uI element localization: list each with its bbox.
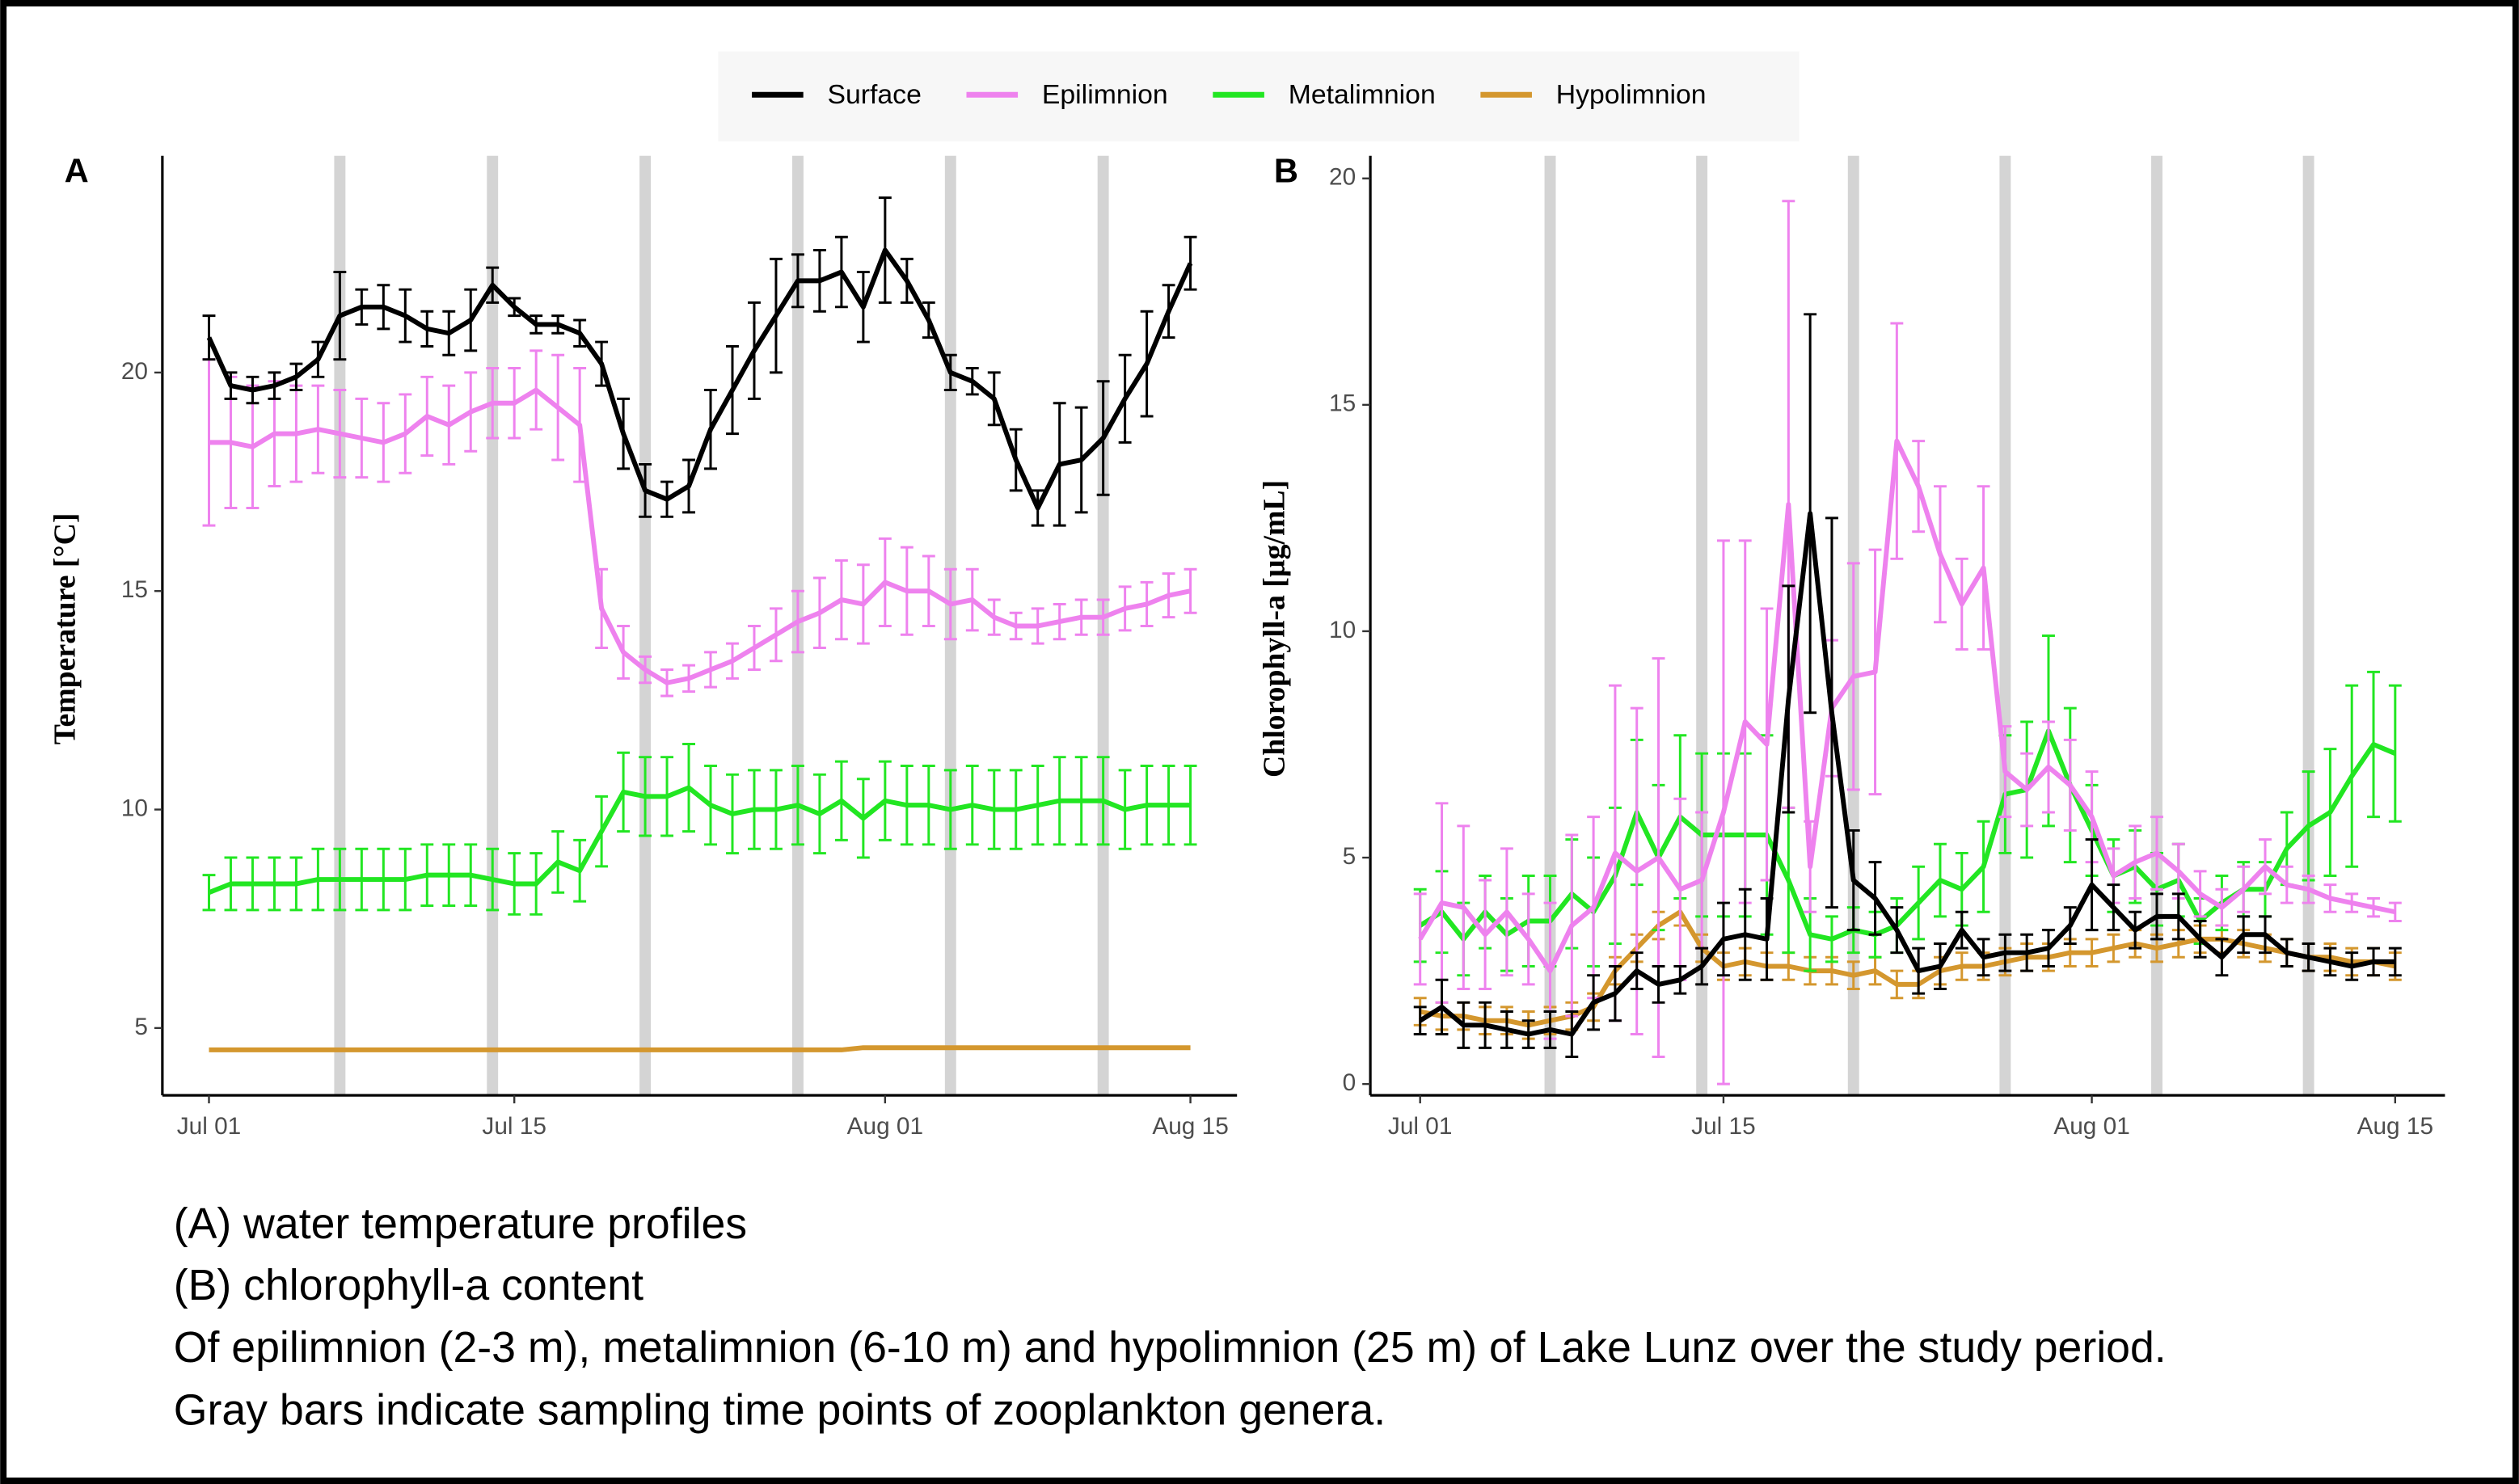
sampling-bar xyxy=(1696,155,1708,1096)
panel-label: A xyxy=(65,152,89,190)
x-tick-label: Jul 01 xyxy=(177,1113,242,1140)
y-tick-label: 15 xyxy=(1329,390,1356,417)
sampling-bar xyxy=(1544,155,1556,1096)
caption-line: Of epilimnion (2-3 m), metalimnion (6-10… xyxy=(174,1323,2167,1372)
panel-label: B xyxy=(1274,152,1298,190)
series-line xyxy=(1419,511,2395,1037)
legend-label: Metalimnion xyxy=(1289,79,1436,110)
legend-label: Surface xyxy=(827,79,921,110)
error-bar xyxy=(1413,1005,1427,1036)
error-bar xyxy=(2388,684,2402,823)
x-tick-label: Aug 01 xyxy=(847,1113,923,1140)
x-tick-label: Aug 01 xyxy=(2053,1113,2129,1140)
sampling-bar xyxy=(1999,155,2011,1096)
y-tick-label: 5 xyxy=(1343,843,1357,870)
series-line xyxy=(208,785,1191,896)
error-bar xyxy=(1413,892,1427,986)
y-tick-label: 10 xyxy=(121,795,148,821)
y-tick-label: 20 xyxy=(1329,164,1356,191)
sampling-bar xyxy=(2302,155,2314,1096)
series-line xyxy=(1420,909,2396,1028)
y-tick-label: 15 xyxy=(121,576,148,603)
series-line xyxy=(209,387,1192,685)
caption-line: (B) chlorophyll-a content xyxy=(174,1261,643,1309)
y-tick-label: 0 xyxy=(1343,1069,1357,1096)
y-axis-label: Chlorophyll-a [µg/mL] xyxy=(1258,480,1292,778)
series-line xyxy=(209,1045,1191,1052)
x-tick-label: Aug 15 xyxy=(2357,1113,2433,1140)
sampling-bar xyxy=(2151,155,2162,1096)
x-tick-label: Jul 01 xyxy=(1388,1113,1453,1140)
legend-label: Epilimnion xyxy=(1042,79,1168,110)
series-line xyxy=(206,247,1193,511)
legend-label: Hypolimnion xyxy=(1556,79,1707,110)
x-tick-label: Jul 15 xyxy=(482,1113,546,1140)
y-tick-label: 5 xyxy=(134,1014,148,1040)
caption-line: (A) water temperature profiles xyxy=(174,1199,747,1248)
y-tick-label: 10 xyxy=(1329,617,1356,643)
x-tick-label: Jul 15 xyxy=(1691,1113,1756,1140)
series-line xyxy=(1418,438,2396,974)
sampling-bar xyxy=(487,155,499,1096)
caption-line: Gray bars indicate sampling time points … xyxy=(174,1386,1386,1435)
x-tick-label: Aug 15 xyxy=(1152,1113,1228,1140)
sampling-bar xyxy=(639,155,652,1096)
y-tick-label: 20 xyxy=(121,358,148,385)
y-axis-label: Temperature [°C] xyxy=(48,513,82,745)
